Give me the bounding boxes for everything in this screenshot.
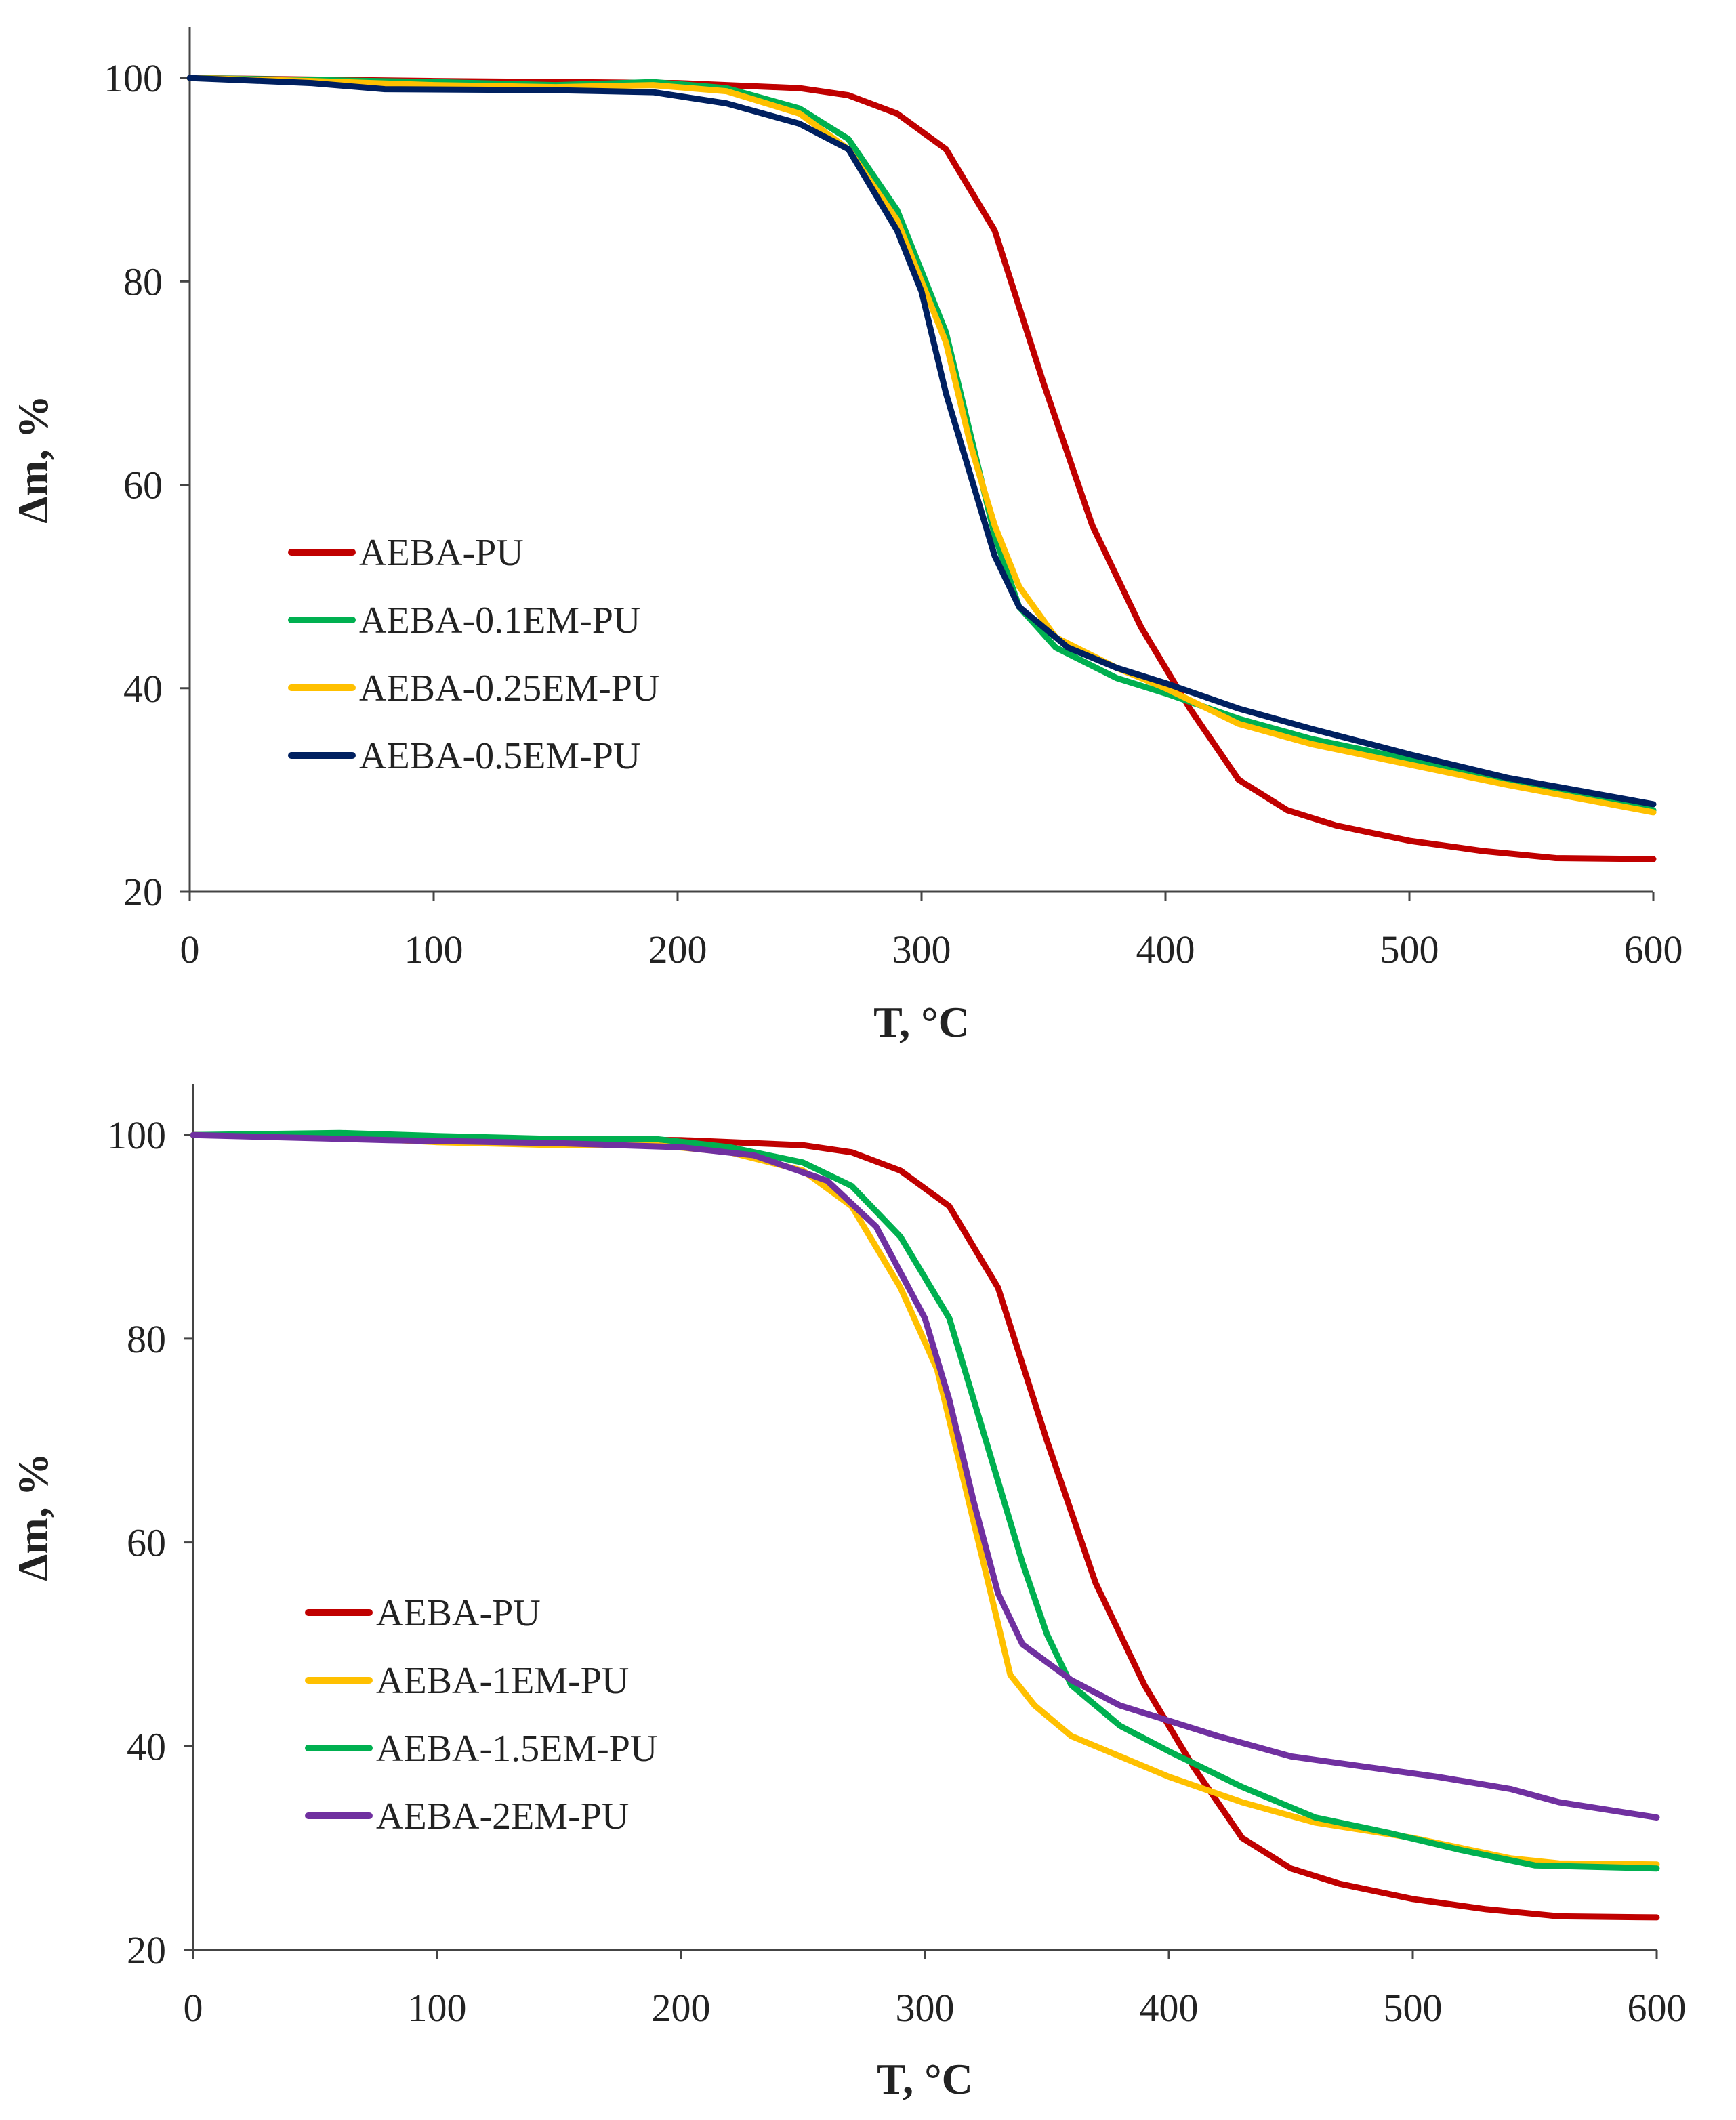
series-line-aeba-pu: [190, 1131, 1660, 1921]
y-tick-label: 40: [123, 667, 163, 711]
x-ticks-top: 0 100 200 300 400 500 600: [180, 892, 1683, 972]
x-tick-label: 100: [408, 1986, 467, 2030]
legend-top: AEBA-PU AEBA-0.1EM-PU AEBA-0.25EM-PU AEBA-0…: [288, 532, 659, 777]
x-tick-label: 400: [1136, 928, 1195, 972]
x-tick-label: 200: [648, 928, 707, 972]
legend-label-aeba-0-25em-pu: AEBA-0.25EM-PU: [359, 667, 659, 709]
legend-label-aeba-1-5em-pu: AEBA-1.5EM-PU: [376, 1728, 657, 1770]
legend-label-aeba-0-1em-pu: AEBA-0.1EM-PU: [359, 600, 640, 642]
y-tick-label: 60: [123, 463, 163, 507]
y-ticks-top: 20 40 60 80 100: [104, 56, 190, 914]
x-tick-label: 0: [180, 928, 200, 972]
y-tick-label: 20: [127, 1928, 166, 1972]
legend-label-aeba-1em-pu: AEBA-1EM-PU: [376, 1660, 629, 1702]
x-tick-label: 200: [652, 1986, 711, 2030]
series-line-aeba-0-5em-pu: [186, 75, 1657, 808]
x-tick-label: 300: [892, 928, 951, 972]
x-tick-label: 500: [1384, 1986, 1443, 2030]
y-tick-label: 20: [123, 870, 163, 914]
y-axis-title-top: Δm, %: [9, 395, 57, 523]
x-tick-label: 600: [1624, 928, 1683, 972]
x-tick-label: 0: [184, 1986, 203, 2030]
y-tick-label: 80: [123, 259, 163, 304]
legend-label-aeba-0-5em-pu: AEBA-0.5EM-PU: [359, 735, 640, 777]
y-tick-label: 40: [127, 1724, 166, 1768]
x-ticks-bottom: 0 100 200 300 400 500 600: [184, 1950, 1687, 2030]
x-tick-label: 300: [896, 1986, 955, 2030]
legend-label-aeba-2em-pu: AEBA-2EM-PU: [376, 1795, 629, 1837]
legend-label-aeba-pu: AEBA-PU: [359, 532, 524, 574]
x-axis-title-top: T, °C: [873, 998, 970, 1046]
legend-bottom: AEBA-PU AEBA-1EM-PU AEBA-1.5EM-PU AEBA-2EM-…: [305, 1592, 657, 1837]
series-line-aeba-pu: [186, 75, 1657, 862]
x-axis-title-bottom: T, °C: [877, 2055, 973, 2103]
series-lines-bottom: [190, 1129, 1660, 1921]
x-tick-label: 400: [1140, 1986, 1199, 2030]
y-tick-label: 60: [127, 1521, 166, 1565]
x-tick-label: 500: [1380, 928, 1439, 972]
x-tick-label: 100: [405, 928, 463, 972]
y-ticks-bottom: 20 40 60 80 100: [107, 1113, 193, 1972]
series-line-aeba-1-5em-pu: [190, 1129, 1660, 1872]
y-tick-label: 100: [107, 1113, 166, 1157]
y-tick-label: 80: [127, 1317, 166, 1361]
series-line-aeba-2em-pu: [190, 1131, 1660, 1821]
series-line-aeba-0-25em-pu: [186, 75, 1657, 816]
y-axis-title-bottom: Δm, %: [9, 1453, 57, 1581]
y-tick-label: 100: [104, 56, 163, 100]
x-tick-label: 600: [1628, 1986, 1687, 2030]
legend-label-aeba-pu: AEBA-PU: [376, 1592, 541, 1634]
series-lines-top: [186, 75, 1657, 862]
